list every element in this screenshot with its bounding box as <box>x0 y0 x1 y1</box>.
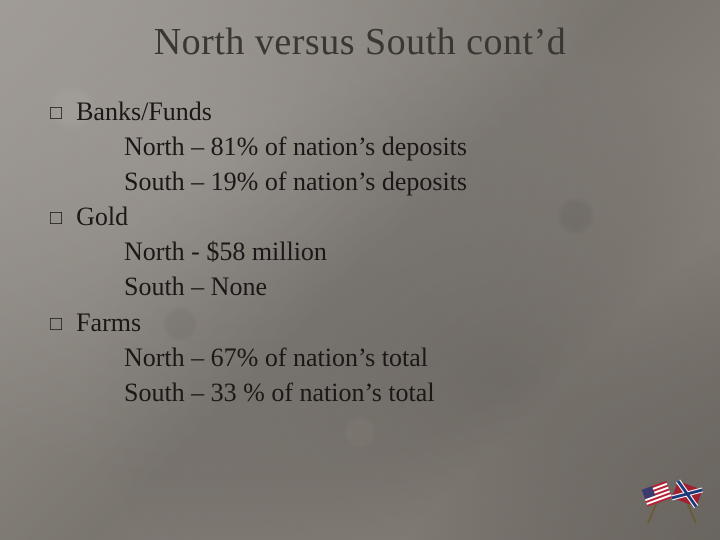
item-heading-banks: □ Banks/Funds <box>50 94 670 129</box>
square-bullet-icon: □ <box>50 100 62 127</box>
crossed-flags-icon <box>636 475 708 530</box>
sub-line: South – 19% of nation’s deposits <box>50 164 670 199</box>
item-heading-gold: □ Gold <box>50 199 670 234</box>
item-heading-farms: □ Farms <box>50 305 670 340</box>
heading-text: Gold <box>76 199 128 234</box>
sub-line: South – None <box>50 269 670 304</box>
list-item: □ Banks/Funds North – 81% of nation’s de… <box>50 94 670 199</box>
slide-title: North versus South cont’d <box>50 20 670 64</box>
heading-text: Banks/Funds <box>76 94 212 129</box>
list-item: □ Gold North - $58 million South – None <box>50 199 670 304</box>
sub-line: North - $58 million <box>50 234 670 269</box>
heading-text: Farms <box>76 305 141 340</box>
slide-content: □ Banks/Funds North – 81% of nation’s de… <box>50 94 670 410</box>
sub-line: North – 81% of nation’s deposits <box>50 129 670 164</box>
sub-line: South – 33 % of nation’s total <box>50 375 670 410</box>
square-bullet-icon: □ <box>50 205 62 232</box>
slide: North versus South cont’d □ Banks/Funds … <box>0 0 720 540</box>
list-item: □ Farms North – 67% of nation’s total So… <box>50 305 670 410</box>
square-bullet-icon: □ <box>50 311 62 338</box>
sub-line: North – 67% of nation’s total <box>50 340 670 375</box>
